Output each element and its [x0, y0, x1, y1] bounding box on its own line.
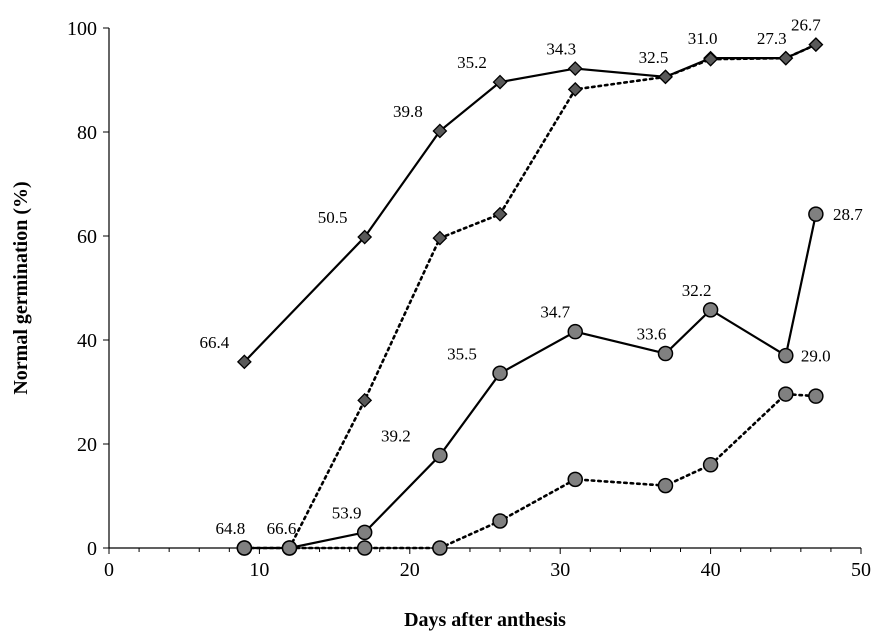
- x-axis: 0 10 20 30 40 50: [104, 547, 871, 581]
- data-point-diamond: [703, 51, 719, 67]
- data-label: 64.8: [215, 519, 245, 538]
- y-tick-label: 100: [67, 18, 97, 40]
- data-point-diamond: [432, 123, 448, 139]
- x-tick-label: 50: [851, 559, 871, 581]
- data-label: 66.4: [199, 333, 229, 352]
- series-line: [243, 43, 817, 363]
- data-point-diamond: [808, 37, 824, 53]
- data-point-circle: [702, 457, 719, 473]
- data-point-circle: [281, 540, 298, 556]
- series-layer: [236, 37, 824, 556]
- data-label: 34.3: [546, 40, 576, 59]
- x-tick-label: 20: [400, 559, 420, 581]
- data-label: 32.2: [682, 281, 712, 300]
- x-tick-label: 30: [550, 559, 570, 581]
- data-label: 50.5: [318, 208, 348, 227]
- data-point-diamond: [778, 50, 794, 66]
- data-label: 34.7: [540, 303, 570, 322]
- data-label: 33.6: [637, 325, 667, 344]
- data-label: 39.2: [381, 426, 411, 445]
- data-label: 35.2: [457, 53, 487, 72]
- data-point-diamond: [357, 229, 373, 245]
- y-tick-label: 40: [77, 330, 97, 352]
- data-point-circle: [657, 477, 674, 494]
- data-point-diamond: [492, 74, 508, 90]
- y-tick-label: 60: [77, 226, 97, 248]
- data-point-circle: [702, 302, 719, 318]
- data-point-circle: [492, 365, 508, 382]
- data-point-circle: [778, 386, 794, 402]
- data-point-circle: [808, 206, 824, 222]
- x-tick-label: 10: [249, 559, 269, 581]
- data-label: 66.6: [267, 519, 297, 538]
- data-point-circle: [567, 471, 583, 488]
- data-point-diamond: [236, 354, 252, 370]
- data-point-circle: [808, 388, 824, 404]
- data-point-circle: [236, 540, 253, 556]
- series-3: [236, 206, 824, 556]
- data-label: 31.0: [688, 29, 718, 48]
- series-line: [288, 43, 818, 550]
- data-point-circle: [432, 447, 448, 464]
- data-point-circle: [356, 540, 373, 556]
- series-line: [243, 392, 818, 550]
- series-4: [236, 386, 824, 556]
- data-point-circle: [356, 524, 373, 541]
- data-label: 53.9: [332, 503, 362, 522]
- data-label: 35.5: [447, 344, 477, 363]
- data-point-circle: [657, 345, 674, 362]
- series-1: [236, 37, 824, 370]
- x-tick-label: 0: [104, 559, 114, 581]
- x-tick-label: 40: [701, 559, 721, 581]
- data-point-diamond: [658, 69, 673, 85]
- data-point-circle: [778, 347, 794, 364]
- data-point-diamond: [567, 81, 583, 97]
- data-point-diamond: [432, 230, 448, 246]
- data-point-circle: [492, 513, 508, 529]
- y-tick-label: 20: [77, 434, 97, 456]
- data-label: 29.0: [801, 347, 831, 366]
- x-axis-title: Days after anthesis: [404, 609, 566, 631]
- y-tick-label: 80: [77, 122, 97, 144]
- data-label: 32.5: [639, 48, 669, 67]
- y-axis-title: Normal germination (%): [10, 181, 32, 394]
- series-2: [282, 37, 824, 556]
- data-point-circle: [432, 540, 448, 556]
- data-label: 27.3: [757, 29, 787, 48]
- data-label: 26.7: [791, 16, 821, 35]
- y-axis: 0 20 40 60 80 100: [67, 18, 110, 560]
- y-tick-label: 0: [87, 538, 97, 560]
- data-point-circle: [567, 323, 583, 340]
- data-label-layer: 66.4 50.5 39.8 35.2 34.3 32.5 31.0 27.326.7 64.8…: [199, 16, 863, 538]
- data-point-diamond: [567, 61, 583, 76]
- data-point-diamond: [357, 392, 373, 408]
- data-label: 39.8: [393, 102, 423, 121]
- data-label: 28.7: [833, 205, 863, 224]
- data-point-diamond: [492, 206, 508, 222]
- series-line: [244, 213, 817, 550]
